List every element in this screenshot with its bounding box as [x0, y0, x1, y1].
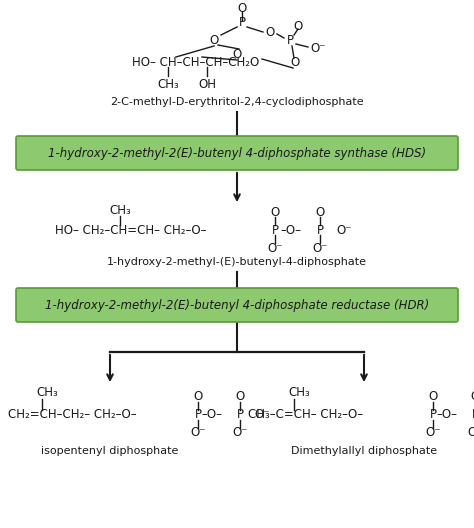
Text: P: P — [472, 409, 474, 421]
Text: –O–: –O– — [201, 409, 222, 421]
Text: OH: OH — [198, 78, 216, 90]
Text: O: O — [210, 33, 219, 46]
Text: O⁻: O⁻ — [267, 241, 283, 254]
Text: Dimethylallyl diphosphate: Dimethylallyl diphosphate — [291, 446, 437, 456]
Text: O: O — [193, 391, 202, 403]
Text: CH₃: CH₃ — [109, 203, 131, 216]
Text: O⁻: O⁻ — [336, 223, 352, 237]
Text: O⁻: O⁻ — [232, 427, 248, 439]
Text: CH₂=CH–CH₂– CH₂–O–: CH₂=CH–CH₂– CH₂–O– — [8, 409, 137, 421]
Text: –O–: –O– — [281, 223, 301, 237]
Text: O⁻: O⁻ — [310, 42, 326, 54]
Text: P: P — [237, 409, 244, 421]
Text: –O–: –O– — [437, 409, 457, 421]
Text: O⁻: O⁻ — [254, 409, 270, 421]
Text: P: P — [429, 409, 437, 421]
Text: O: O — [265, 25, 274, 39]
Text: CH₃: CH₃ — [36, 386, 58, 400]
Text: O: O — [237, 2, 246, 14]
Text: HO– CH–CH–CH–CH₂O: HO– CH–CH–CH–CH₂O — [132, 55, 259, 69]
Text: O⁻: O⁻ — [190, 427, 206, 439]
Text: O⁻: O⁻ — [467, 427, 474, 439]
Text: CH₃–C=CH– CH₂–O–: CH₃–C=CH– CH₂–O– — [248, 409, 363, 421]
Text: O: O — [315, 205, 325, 219]
Text: O⁻: O⁻ — [312, 241, 328, 254]
Text: O: O — [291, 55, 300, 69]
Text: 1-hydroxy-2-methyl-(E)-butenyl-4-diphosphate: 1-hydroxy-2-methyl-(E)-butenyl-4-diphosp… — [107, 257, 367, 267]
Text: HO– CH₂–CH=CH– CH₂–O–: HO– CH₂–CH=CH– CH₂–O– — [55, 223, 207, 237]
Text: 1-hydroxy-2-methyl-2(E)-butenyl 4-diphosphate reductase (HDR): 1-hydroxy-2-methyl-2(E)-butenyl 4-diphos… — [45, 298, 429, 312]
FancyBboxPatch shape — [16, 288, 458, 322]
FancyBboxPatch shape — [16, 136, 458, 170]
Text: P: P — [272, 223, 279, 237]
Text: O: O — [270, 205, 280, 219]
Text: isopentenyl diphosphate: isopentenyl diphosphate — [41, 446, 179, 456]
Text: CH₃: CH₃ — [288, 386, 310, 400]
Text: P: P — [194, 409, 201, 421]
Text: O: O — [293, 20, 302, 33]
Text: O: O — [470, 391, 474, 403]
Text: CH₃: CH₃ — [157, 78, 179, 90]
Text: O⁻: O⁻ — [425, 427, 441, 439]
Text: O: O — [236, 391, 245, 403]
Text: P: P — [286, 33, 293, 46]
Text: P: P — [238, 15, 246, 29]
Text: P: P — [317, 223, 323, 237]
Text: O: O — [428, 391, 438, 403]
Text: 2-C-methyl-D-erythritol-2,4-cyclodiphosphate: 2-C-methyl-D-erythritol-2,4-cyclodiphosp… — [110, 97, 364, 107]
Text: 1-hydroxy-2-methyl-2(E)-butenyl 4-diphosphate synthase (HDS): 1-hydroxy-2-methyl-2(E)-butenyl 4-diphos… — [48, 146, 426, 159]
Text: O: O — [232, 48, 242, 61]
